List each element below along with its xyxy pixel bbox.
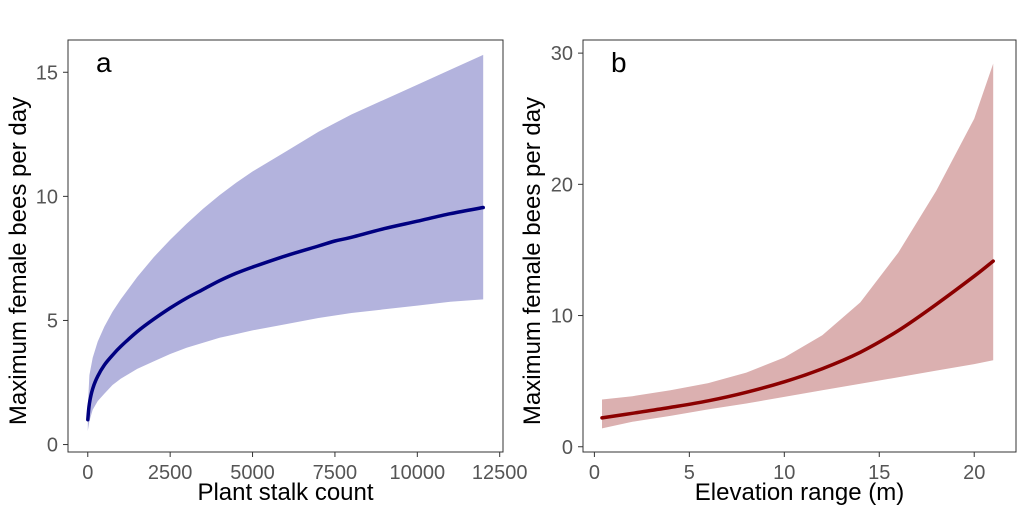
x-tick-label: 0 <box>82 462 93 484</box>
x-tick-label: 7500 <box>313 462 358 484</box>
y-tick-label: 10 <box>551 306 573 328</box>
panel-a: 0 2500 5000 7500 10000 12500 0 5 10 15 a Plant s… <box>5 39 528 506</box>
x-axis-title-a: Plant stalk count <box>197 479 373 506</box>
y-axis-title-a: Maximum female bees per day <box>5 97 32 425</box>
y-tick-label: 0 <box>47 435 58 457</box>
x-tick-label: 5000 <box>230 462 275 484</box>
y-ticks-b: 0 10 20 30 <box>551 43 583 459</box>
y-tick-label: 15 <box>36 62 58 84</box>
y-axis-title-b: Maximum female bees per day <box>519 97 546 425</box>
panel-label-a: a <box>96 47 112 78</box>
x-axis-title-b: Elevation range (m) <box>695 479 904 506</box>
x-ticks-a: 0 2500 5000 7500 10000 12500 <box>82 452 528 484</box>
y-tick-label: 10 <box>36 186 58 208</box>
y-tick-label: 30 <box>551 43 573 65</box>
panel-b: 0 5 10 15 20 0 10 20 30 b Elevation range (m) M… <box>519 39 1017 506</box>
y-tick-label: 5 <box>47 310 58 332</box>
confidence-band-b <box>602 63 994 429</box>
x-tick-label: 5 <box>684 462 695 484</box>
confidence-band-a <box>87 54 484 431</box>
y-tick-label: 20 <box>551 174 573 196</box>
x-tick-label: 10000 <box>390 462 446 484</box>
x-tick-label: 15 <box>868 462 890 484</box>
fitted-line-a <box>86 205 485 422</box>
x-tick-label: 10 <box>773 462 795 484</box>
x-tick-label: 0 <box>589 462 600 484</box>
panel-label-b: b <box>611 47 627 78</box>
fitted-line-b <box>600 259 995 420</box>
x-tick-label: 12500 <box>472 462 528 484</box>
x-tick-label: 2500 <box>148 462 193 484</box>
x-ticks-b: 0 5 10 15 20 <box>589 452 985 484</box>
y-tick-label: 0 <box>562 437 573 459</box>
y-ticks-a: 0 5 10 15 <box>36 62 68 457</box>
x-tick-label: 20 <box>963 462 985 484</box>
